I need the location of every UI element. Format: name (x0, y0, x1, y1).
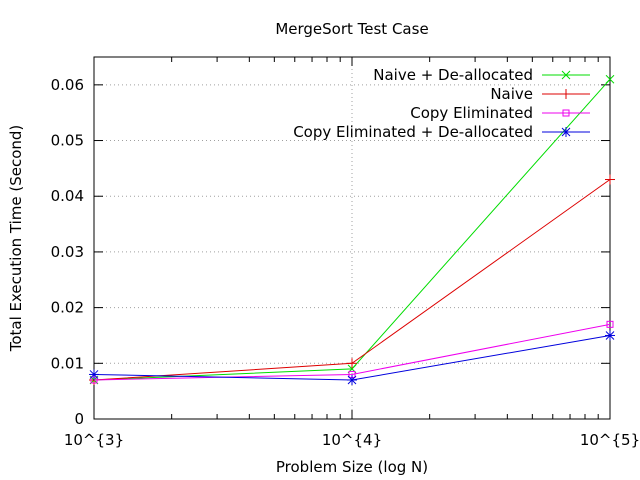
y-tick-label: 0.03 (51, 243, 84, 261)
y-tick-label: 0.01 (51, 354, 84, 372)
x-tick-label: 10^{5} (580, 431, 640, 449)
y-tick-label: 0.05 (51, 132, 84, 150)
grid-lines (94, 57, 610, 419)
y-tick-label: 0 (74, 410, 84, 428)
legend-entry: Naive + De-allocated (373, 66, 590, 84)
x-axis-label: Problem Size (log N) (276, 458, 428, 476)
data-point (89, 369, 99, 380)
legend-entry: Copy Eliminated + De-allocated (293, 123, 590, 141)
data-point (606, 320, 614, 328)
data-point (347, 358, 357, 369)
y-axis-label: Total Execution Time (Second) (7, 125, 25, 353)
y-tick-label: 0.04 (51, 187, 84, 205)
data-point (605, 74, 615, 84)
legend-marker (561, 70, 571, 80)
data-point (605, 330, 615, 341)
legend-entry: Copy Eliminated (410, 104, 590, 122)
legend-entry: Naive (490, 85, 590, 103)
chart-title: MergeSort Test Case (275, 20, 428, 38)
legend-marker (562, 109, 570, 117)
legend-label: Naive + De-allocated (373, 66, 533, 84)
series-line (93, 323, 611, 381)
data-series (89, 74, 615, 386)
axis-ticks: 0 0.01 0.02 0.03 0.04 0.05 0.06 10^{3} 10^{4} 10^… (51, 57, 640, 449)
legend-marker (561, 127, 571, 137)
x-tick-label: 10^{4} (322, 431, 382, 449)
legend-label: Naive (490, 85, 533, 103)
y-tick-label: 0.02 (51, 299, 84, 317)
series-3 (89, 330, 615, 386)
legend-marker (561, 89, 571, 99)
data-point (347, 375, 357, 386)
legend-label: Copy Eliminated (410, 104, 533, 122)
data-point (605, 174, 615, 185)
legend-label: Copy Eliminated + De-allocated (293, 123, 533, 141)
x-tick-label: 10^{3} (64, 431, 124, 449)
y-tick-label: 0.06 (51, 76, 84, 94)
